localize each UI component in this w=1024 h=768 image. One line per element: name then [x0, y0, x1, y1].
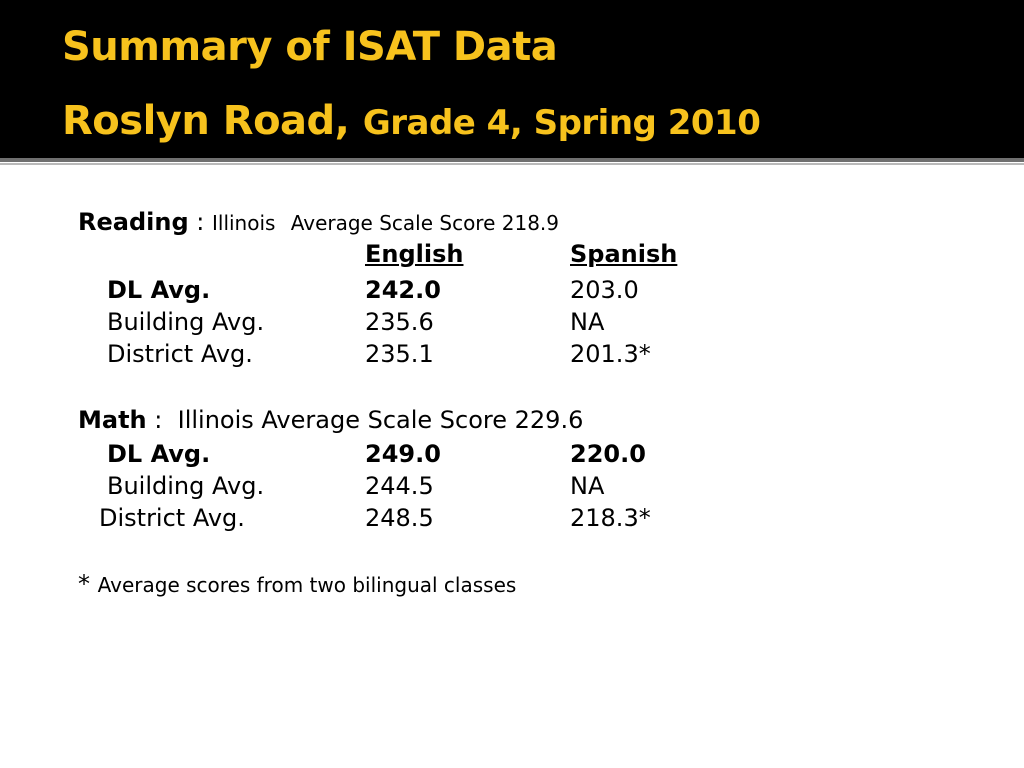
reading-row-spanish: 203.0 — [570, 276, 639, 304]
title-grade-term: Grade 4, Spring 2010 — [362, 103, 761, 143]
slide-title-line-1: Summary of ISAT Data — [62, 24, 558, 70]
title-divider — [0, 158, 1024, 162]
math-state-average: Illinois Average Scale Score 229.6 — [177, 406, 584, 434]
reading-label: Reading — [78, 208, 189, 236]
reading-state-average: Average Scale Score 218.9 — [290, 211, 559, 235]
math-row-english: 248.5 — [365, 504, 434, 532]
reading-row-spanish: NA — [570, 308, 605, 336]
title-school: Roslyn Road, — [62, 98, 350, 144]
title-divider-light — [0, 163, 1024, 165]
slide-title-line-2: Roslyn Road, Grade 4, Spring 2010 — [62, 98, 761, 144]
math-row-label: District Avg. — [99, 504, 245, 532]
reading-row-english: 235.1 — [365, 340, 434, 368]
reading-row-english: 242.0 — [365, 276, 441, 304]
reading-row-label: DL Avg. — [107, 276, 211, 304]
footnote: * Average scores from two bilingual clas… — [78, 572, 516, 596]
math-row-label: DL Avg. — [107, 440, 211, 468]
math-row-spanish: 218.3* — [570, 504, 651, 532]
column-header-english: English — [365, 240, 464, 268]
math-row-spanish: 220.0 — [570, 440, 646, 468]
math-separator: : — [146, 406, 163, 434]
reading-row-english: 235.6 — [365, 308, 434, 336]
reading-state: Illinois — [211, 211, 276, 235]
math-header: Math : Illinois Average Scale Score 229.… — [78, 408, 583, 432]
column-header-spanish: Spanish — [570, 240, 678, 268]
reading-separator: : — [188, 208, 205, 236]
math-row-spanish: NA — [570, 472, 605, 500]
title-bar: Summary of ISAT Data Roslyn Road, Grade … — [0, 0, 1024, 158]
math-label: Math — [78, 406, 147, 434]
reading-row-label: Building Avg. — [107, 308, 265, 336]
footnote-marker: * — [78, 570, 90, 598]
math-row-english: 244.5 — [365, 472, 434, 500]
footnote-text: Average scores from two bilingual classe… — [97, 573, 517, 597]
reading-row-label: District Avg. — [107, 340, 253, 368]
math-row-english: 249.0 — [365, 440, 441, 468]
reading-header: Reading : Illinois Average Scale Score 2… — [78, 210, 559, 234]
math-row-label: Building Avg. — [107, 472, 265, 500]
reading-row-spanish: 201.3* — [570, 340, 651, 368]
